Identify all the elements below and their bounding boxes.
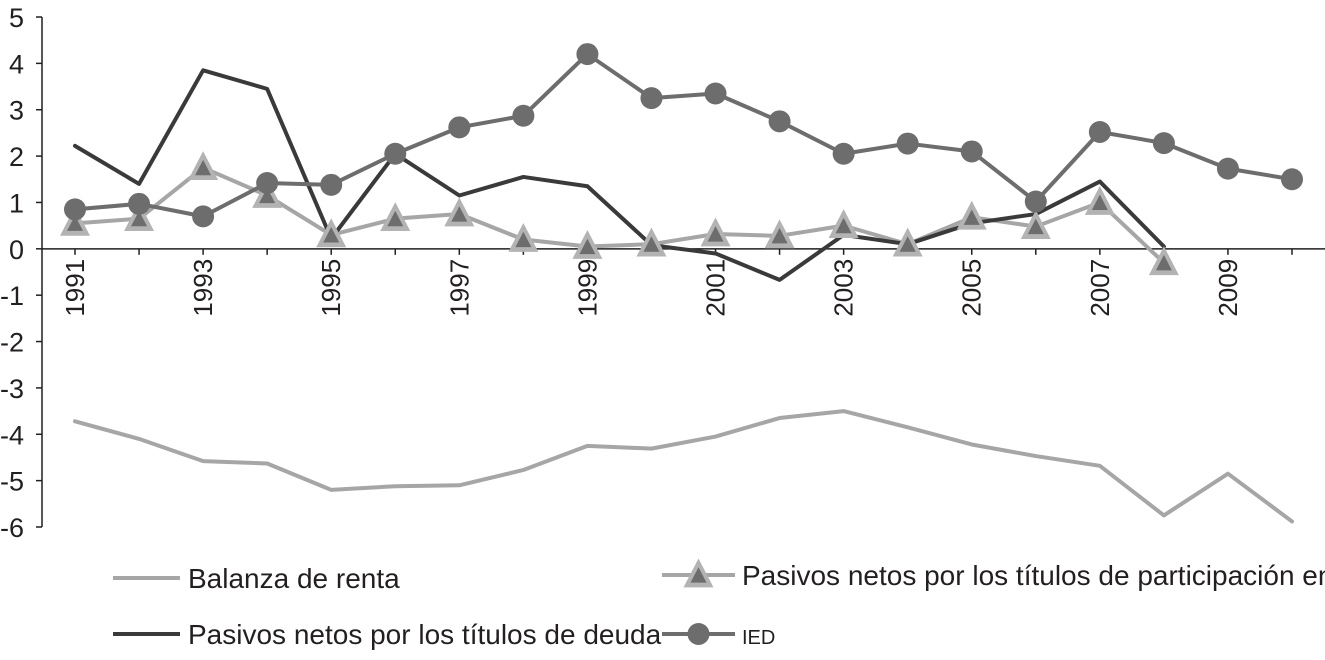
data-point-pasivos-netos-por-los-titulos-de-participacion-en-capital-inner bbox=[899, 236, 916, 252]
y-tick-label: -1 bbox=[0, 281, 24, 311]
data-point-pasivos-netos-por-los-titulos-de-participacion-en-capital-inner bbox=[259, 187, 276, 204]
data-point-pasivos-netos-por-los-titulos-de-participacion-en-capital-inner bbox=[579, 238, 596, 255]
y-tick-label: 5 bbox=[9, 3, 24, 33]
x-tick-label: 2001 bbox=[701, 259, 731, 317]
y-tick-label: 0 bbox=[9, 235, 24, 265]
data-point-pasivos-netos-por-los-titulos-de-participacion-en-capital bbox=[508, 223, 539, 252]
data-point-ied bbox=[576, 43, 599, 66]
y-tick-label: -2 bbox=[0, 328, 24, 358]
y-tick-label: 4 bbox=[9, 49, 24, 79]
legend-label-pasivos-netos-por-los-titulos-de-participacion-en-capital: Pasivos netos por los títulos de partici… bbox=[742, 560, 1325, 591]
legend-marker-ied bbox=[687, 623, 710, 645]
y-tick-label: -3 bbox=[0, 374, 24, 404]
data-point-pasivos-netos-por-los-titulos-de-participacion-en-capital-inner bbox=[835, 217, 852, 234]
data-point-pasivos-netos-por-los-titulos-de-participacion-en-capital bbox=[828, 209, 859, 239]
data-point-ied bbox=[1088, 120, 1111, 143]
legend-marker-pasivos-netos-por-los-titulos-de-participacion-en-capital bbox=[683, 558, 714, 588]
data-point-ied bbox=[256, 171, 279, 194]
x-tick-label: 1991 bbox=[60, 259, 90, 317]
legend-item-pasivos-netos-por-los-titulos-de-participacion-en-capital: Pasivos netos por los títulos de partici… bbox=[662, 558, 1325, 591]
series-line-pasivos-netos-por-los-titulos-de-participacion-en-capital bbox=[73, 165, 1166, 265]
x-tick-label: 2007 bbox=[1085, 259, 1115, 317]
data-point-pasivos-netos-por-los-titulos-de-participacion-en-capital bbox=[380, 202, 411, 232]
data-point-ied bbox=[1216, 157, 1239, 180]
data-point-ied bbox=[512, 104, 535, 127]
data-point-ied bbox=[64, 198, 86, 221]
y-tick-label: 1 bbox=[9, 188, 24, 218]
legend-label-balanza-de-renta: Balanza de renta bbox=[188, 563, 400, 594]
data-point-pasivos-netos-por-los-titulos-de-participacion-en-capital bbox=[444, 197, 475, 227]
data-point-pasivos-netos-por-los-titulos-de-participacion-en-capital bbox=[700, 217, 731, 247]
data-point-pasivos-netos-por-los-titulos-de-participacion-en-capital bbox=[1020, 210, 1051, 239]
data-point-pasivos-netos-por-los-titulos-de-participacion-en-capital-inner bbox=[131, 210, 148, 227]
x-tick-label: 1995 bbox=[316, 259, 346, 317]
data-point-pasivos-netos-por-los-titulos-de-participacion-en-capital-inner bbox=[1027, 218, 1044, 235]
data-point-ied bbox=[1024, 190, 1047, 213]
x-tick-label: 2003 bbox=[829, 259, 859, 317]
y-tick-label: -5 bbox=[0, 467, 24, 497]
data-point-ied bbox=[832, 142, 855, 165]
x-tick-label: 1999 bbox=[572, 259, 602, 317]
data-point-pasivos-netos-por-los-titulos-de-participacion-en-capital-inner bbox=[451, 206, 468, 222]
legend-label-ied: IED bbox=[742, 627, 775, 649]
data-point-pasivos-netos-por-los-titulos-de-participacion-en-capital bbox=[124, 202, 155, 232]
data-point-ied bbox=[128, 192, 151, 215]
legend-item-pasivos-netos-por-los-titulos-de-deuda: Pasivos netos por los títulos de deuda bbox=[113, 619, 662, 650]
data-point-pasivos-netos-por-los-titulos-de-participacion-en-capital bbox=[956, 200, 987, 230]
data-point-ied bbox=[640, 87, 663, 110]
data-point-ied bbox=[320, 173, 343, 196]
data-point-pasivos-netos-por-los-titulos-de-participacion-en-capital-inner bbox=[771, 228, 788, 244]
data-point-ied bbox=[704, 82, 727, 105]
legend-item-ied: IED bbox=[662, 623, 775, 649]
data-point-pasivos-netos-por-los-titulos-de-participacion-en-capital bbox=[316, 218, 347, 248]
y-tick-label: 2 bbox=[9, 142, 24, 172]
data-point-pasivos-netos-por-los-titulos-de-participacion-en-capital bbox=[572, 230, 603, 259]
data-point-pasivos-netos-por-los-titulos-de-participacion-en-capital bbox=[188, 151, 219, 181]
x-tick-label: 2009 bbox=[1213, 259, 1243, 317]
data-point-ied bbox=[960, 140, 983, 163]
data-point-pasivos-netos-por-los-titulos-de-participacion-en-capital bbox=[764, 219, 795, 249]
data-point-pasivos-netos-por-los-titulos-de-participacion-en-capital-inner bbox=[515, 231, 532, 248]
data-point-pasivos-netos-por-los-titulos-de-participacion-en-capital-inner bbox=[67, 215, 83, 231]
data-point-ied bbox=[384, 142, 407, 165]
data-point-pasivos-netos-por-los-titulos-de-participacion-en-capital bbox=[892, 227, 923, 257]
data-point-ied bbox=[192, 205, 215, 228]
axes bbox=[41, 17, 1325, 527]
data-point-ied bbox=[1281, 168, 1303, 191]
legend-label-pasivos-netos-por-los-titulos-de-deuda: Pasivos netos por los títulos de deuda bbox=[188, 619, 662, 650]
data-point-pasivos-netos-por-los-titulos-de-participacion-en-capital-inner bbox=[195, 159, 212, 176]
x-tick-label: 1997 bbox=[444, 259, 474, 317]
x-tick-label: 1993 bbox=[188, 259, 218, 317]
data-point-ied bbox=[1152, 132, 1175, 155]
legend-marker-pasivos-netos-por-los-titulos-de-participacion-en-capital-inner bbox=[690, 567, 707, 583]
series-markers bbox=[60, 43, 1303, 276]
y-tick-label: 3 bbox=[9, 96, 24, 126]
y-tick-labels: 5 4 3 2 1 0 -1 -2 -3 -4 -5 -6 bbox=[0, 3, 42, 543]
y-tick-label: -6 bbox=[0, 513, 24, 543]
data-point-pasivos-netos-por-los-titulos-de-participacion-en-capital bbox=[60, 206, 90, 236]
data-point-pasivos-netos-por-los-titulos-de-participacion-en-capital-inner bbox=[643, 236, 660, 252]
data-point-pasivos-netos-por-los-titulos-de-participacion-en-capital-inner bbox=[387, 210, 404, 227]
data-point-pasivos-netos-por-los-titulos-de-participacion-en-capital-inner bbox=[707, 226, 724, 242]
data-point-ied bbox=[768, 110, 791, 133]
x-tick-label: 2005 bbox=[957, 259, 987, 317]
data-point-pasivos-netos-por-los-titulos-de-participacion-en-capital-inner bbox=[963, 209, 980, 225]
data-point-pasivos-netos-por-los-titulos-de-participacion-en-capital-inner bbox=[1091, 194, 1108, 211]
data-point-pasivos-netos-por-los-titulos-de-participacion-en-capital bbox=[636, 227, 667, 257]
legend-item-balanza-de-renta: Balanza de renta bbox=[113, 563, 400, 594]
data-point-pasivos-netos-por-los-titulos-de-participacion-en-capital-inner bbox=[1155, 254, 1172, 271]
data-point-pasivos-netos-por-los-titulos-de-participacion-en-capital bbox=[1084, 185, 1115, 215]
data-point-pasivos-netos-por-los-titulos-de-participacion-en-capital bbox=[1148, 246, 1179, 276]
series-line-balanza-de-renta bbox=[73, 409, 1294, 524]
data-point-pasivos-netos-por-los-titulos-de-participacion-en-capital-inner bbox=[323, 227, 340, 243]
y-tick-label: -4 bbox=[0, 420, 24, 450]
data-point-ied bbox=[896, 132, 919, 155]
data-point-ied bbox=[448, 116, 471, 139]
legend: Balanza de renta Pasivos netos por los tí… bbox=[113, 558, 1325, 650]
x-tick-labels: 1991 1993 1995 1997 1999 2001 2003 2005 2007 2009 bbox=[60, 248, 1293, 317]
